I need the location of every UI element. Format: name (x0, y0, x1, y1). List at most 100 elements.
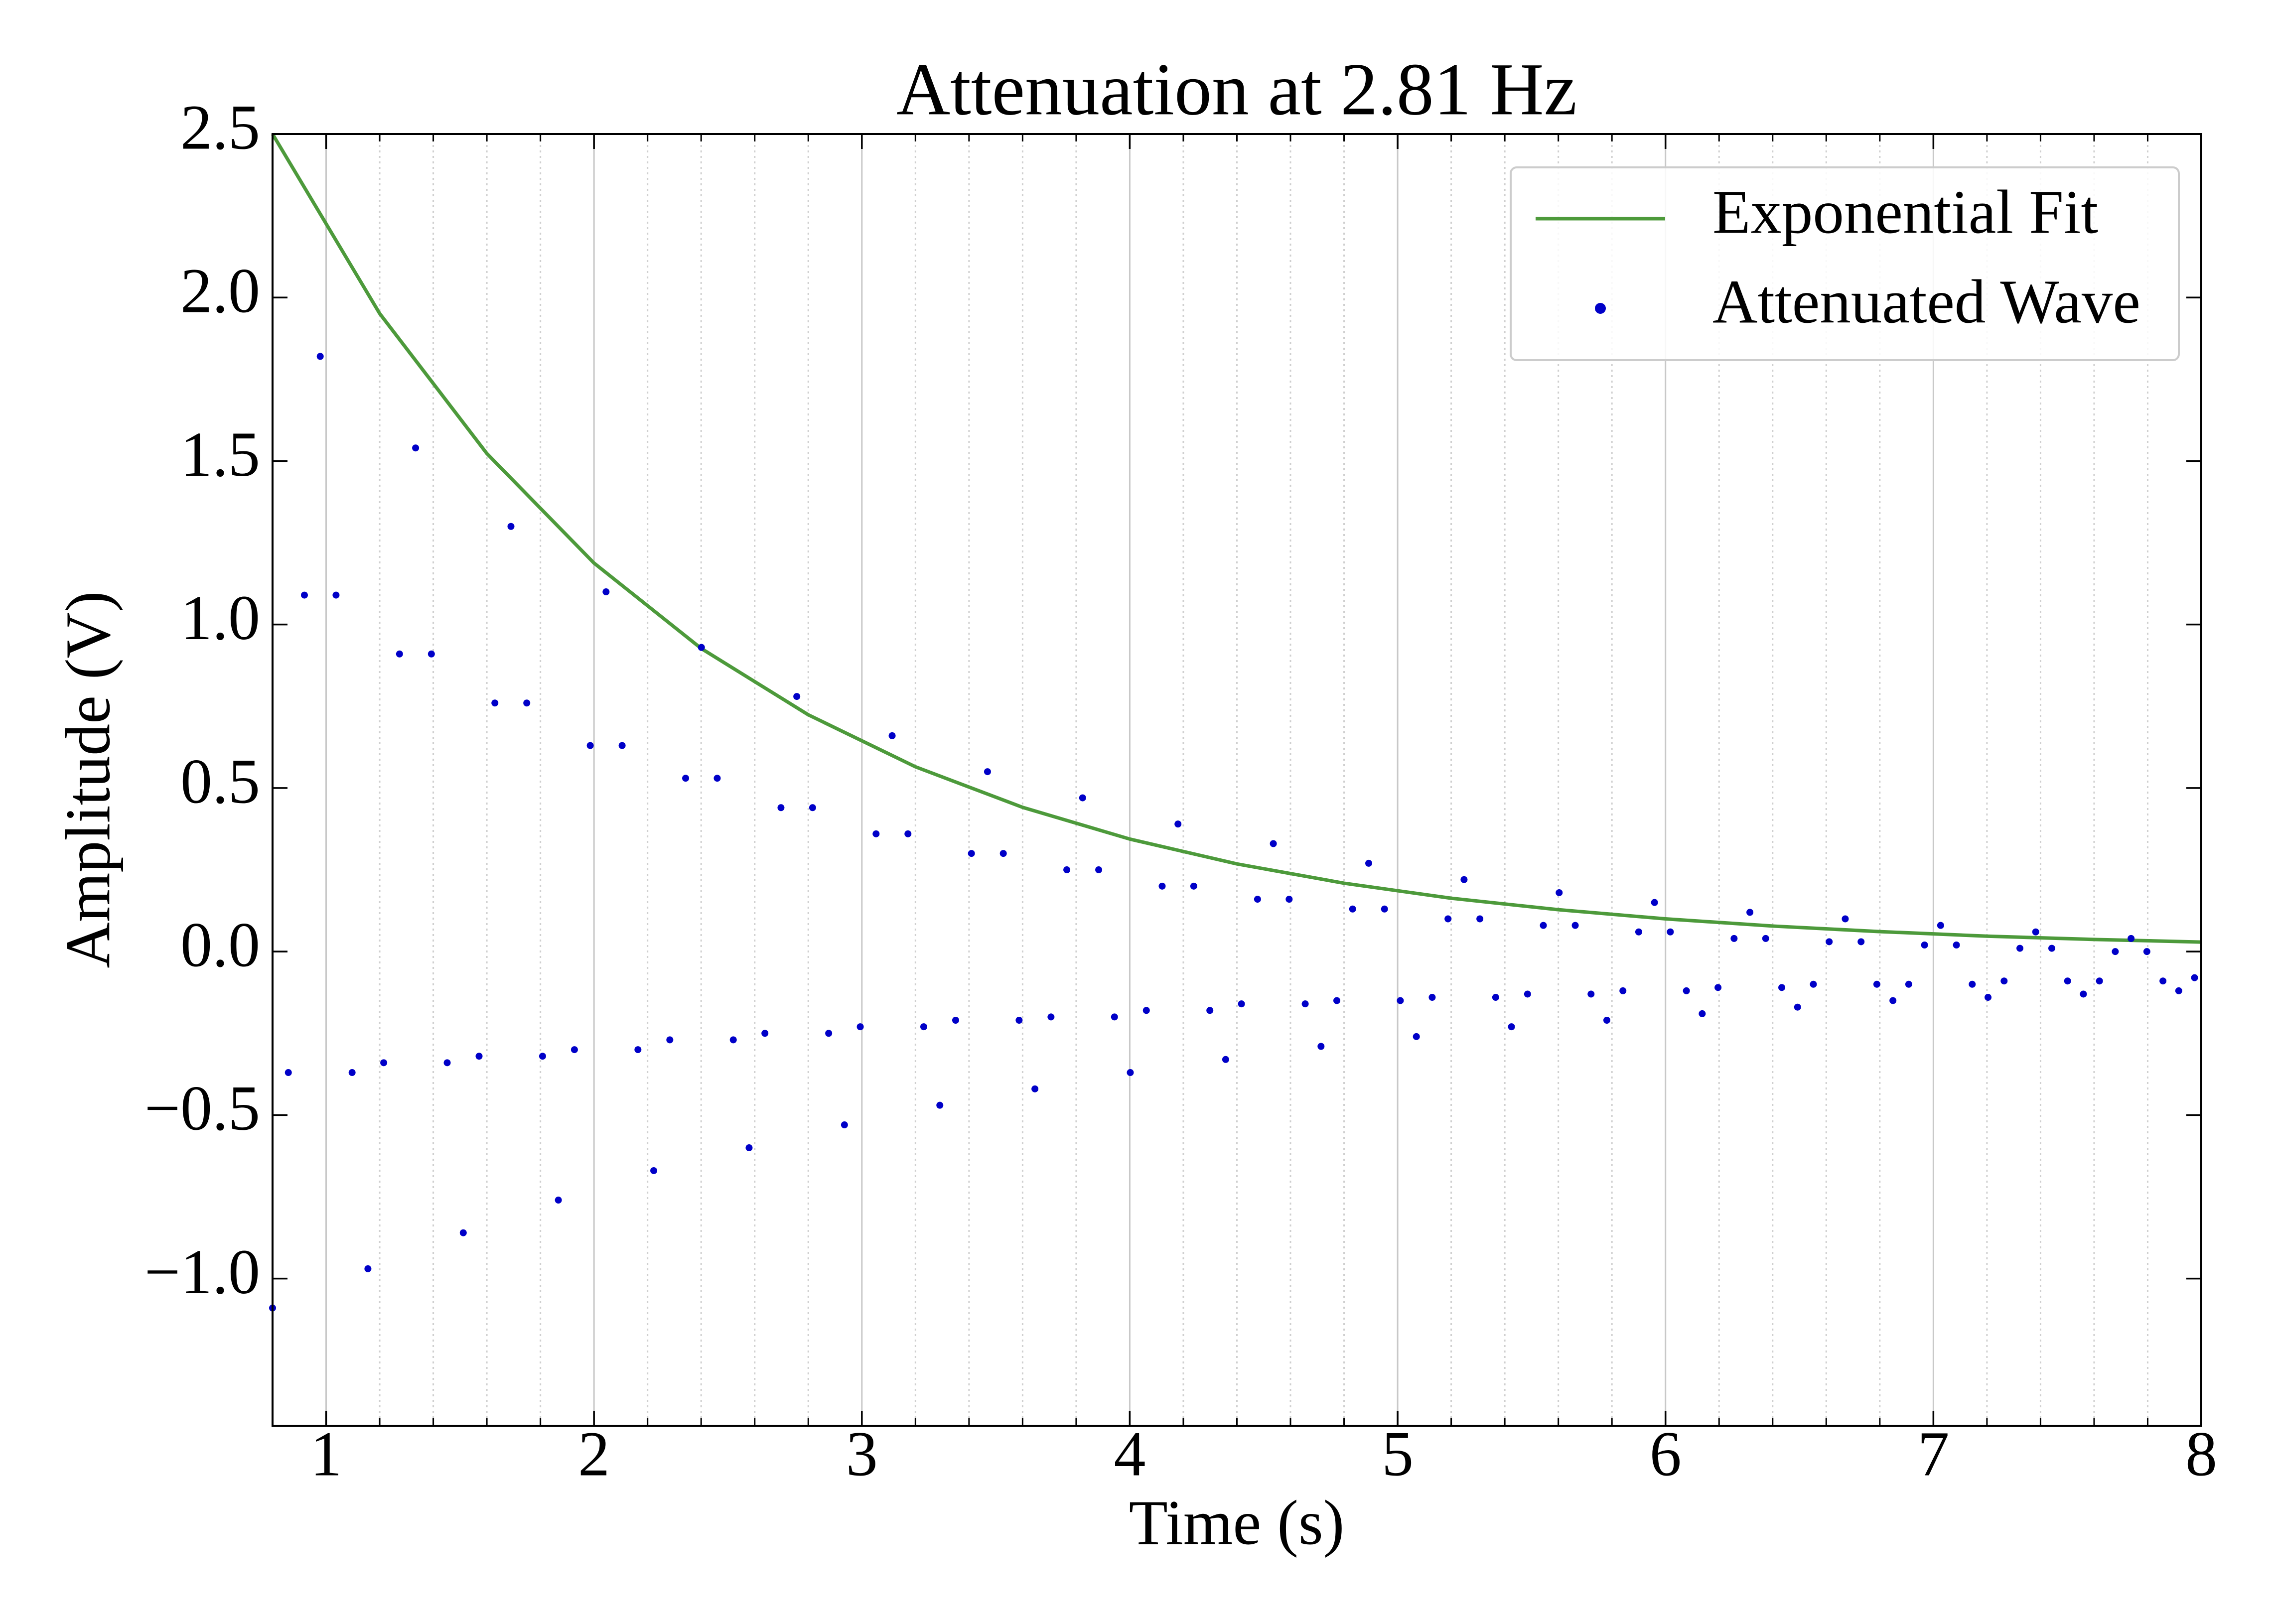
data-point (682, 775, 690, 782)
data-point (1714, 984, 1722, 991)
data-point (1603, 1016, 1610, 1024)
data-point (1222, 1056, 1229, 1063)
data-point (1301, 1000, 1309, 1008)
data-point (1190, 882, 1197, 890)
data-point (475, 1053, 483, 1060)
data-point (2159, 977, 2167, 985)
data-point (2048, 945, 2055, 952)
data-point (1778, 984, 1786, 991)
data-point (1619, 987, 1627, 994)
data-point (2000, 977, 2008, 985)
data-point (1095, 866, 1103, 874)
data-point (968, 850, 975, 857)
x-tick-label: 7 (1917, 1418, 1949, 1489)
data-point (1444, 915, 1452, 923)
data-point (523, 699, 531, 707)
data-point (936, 1101, 944, 1109)
data-point (602, 588, 610, 596)
data-point (1857, 938, 1865, 946)
data-point (1015, 1016, 1023, 1024)
x-tick-label: 3 (846, 1418, 878, 1489)
data-point (1953, 942, 1960, 949)
data-point (586, 742, 594, 749)
data-point (1397, 997, 1404, 1004)
data-point (952, 1016, 959, 1024)
data-point (1508, 1023, 1515, 1031)
data-point (809, 804, 816, 812)
data-point (570, 1046, 578, 1054)
data-point (1842, 915, 1849, 923)
data-point (1413, 1033, 1420, 1040)
y-tick-label: 0.0 (180, 910, 260, 980)
data-point (984, 768, 991, 776)
data-point (1031, 1085, 1039, 1092)
data-point (1667, 928, 1674, 936)
data-point (1746, 909, 1754, 916)
y-tick-label: 2.5 (180, 92, 260, 162)
data-point (1206, 1007, 1214, 1014)
data-point (1047, 1013, 1055, 1021)
data-point (2143, 948, 2150, 955)
data-point (380, 1059, 388, 1067)
y-tick-label: 1.0 (180, 582, 260, 653)
data-point (1794, 1003, 1801, 1011)
legend-label: Attenuated Wave (1712, 268, 2140, 337)
data-point (348, 1069, 356, 1077)
data-point (1635, 928, 1642, 936)
data-point (2191, 974, 2198, 981)
data-point (2016, 945, 2024, 952)
data-point (1428, 994, 1436, 1001)
legend-label: Exponential Fit (1712, 178, 2098, 247)
data-point (729, 1036, 737, 1044)
data-point (650, 1167, 658, 1174)
data-point (332, 591, 340, 599)
y-tick-label: 0.5 (180, 746, 260, 816)
data-point (1174, 820, 1182, 828)
x-tick-label: 2 (578, 1418, 610, 1489)
data-point (777, 804, 785, 812)
data-point (1365, 859, 1373, 867)
legend-box (1510, 166, 2180, 361)
data-point (1762, 935, 1769, 942)
data-point (1158, 882, 1166, 890)
data-point (1333, 997, 1341, 1004)
data-point (761, 1030, 769, 1037)
data-point (1571, 922, 1579, 929)
data-point (1921, 942, 1928, 949)
data-point (364, 1265, 372, 1272)
data-point (2064, 977, 2071, 985)
data-point (2096, 977, 2103, 985)
data-point (872, 830, 880, 837)
data-point (666, 1036, 674, 1044)
data-point (1349, 905, 1356, 913)
data-point (491, 699, 499, 707)
data-point (443, 1059, 451, 1067)
data-point (1270, 840, 1277, 847)
data-point (507, 523, 515, 530)
data-point (1079, 794, 1086, 802)
data-point (1699, 1010, 1706, 1017)
data-point (1285, 896, 1293, 903)
data-point (300, 591, 308, 599)
data-point (825, 1030, 833, 1037)
data-point (999, 850, 1007, 857)
data-point (1254, 896, 1261, 903)
data-point (1889, 997, 1897, 1004)
data-point (1730, 935, 1738, 942)
data-point (396, 650, 403, 658)
data-point (1127, 1069, 1134, 1077)
data-point (1142, 1007, 1150, 1014)
y-tick-label: −0.5 (144, 1073, 260, 1144)
data-point (1587, 990, 1595, 998)
chart-title: Attenuation at 2.81 Hz (896, 48, 1577, 131)
data-point (284, 1069, 292, 1077)
data-point (1556, 889, 1563, 896)
data-point (2128, 935, 2135, 942)
x-tick-label: 5 (1382, 1418, 1414, 1489)
data-point (1651, 899, 1658, 906)
data-point (539, 1053, 546, 1060)
data-point (904, 830, 912, 837)
data-point (1063, 866, 1071, 874)
y-tick-label: 1.5 (180, 419, 260, 490)
